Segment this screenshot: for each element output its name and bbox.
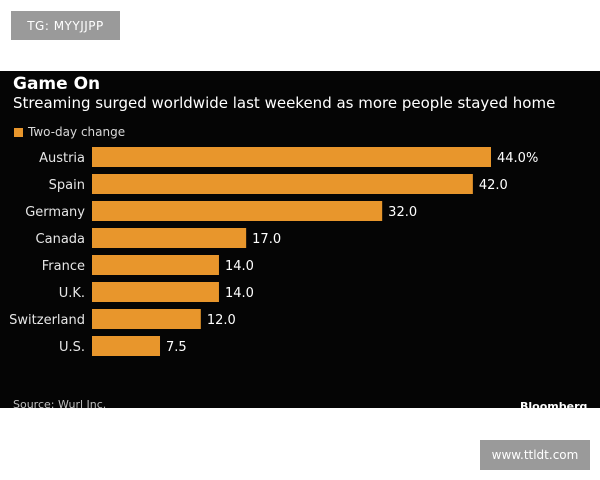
watermark-bottom: www.ttldt.com [480, 440, 590, 470]
category-label-u-k: U.K. [59, 286, 85, 301]
value-label-germany: 32.0 [388, 205, 417, 220]
value-label-u-s: 7.5 [166, 340, 187, 355]
source-note: Source: Wurl Inc. [13, 398, 107, 408]
watermark-top: TG: MYYJJPP [11, 11, 120, 40]
bar-u-s [92, 336, 161, 356]
category-label-u-s: U.S. [59, 340, 85, 355]
legend: Two-day change [14, 125, 125, 139]
legend-label: Two-day change [28, 125, 126, 139]
category-label-switzerland: Switzerland [9, 313, 85, 328]
value-label-canada: 17.0 [252, 232, 281, 247]
chart-panel: Game On Streaming surged worldwide last … [0, 71, 600, 408]
bar-chart: Austria 44.0% Spain 42.0 Germany 32.0 Canada 17… [9, 147, 538, 356]
brand-logo: Bloomberg [520, 400, 588, 408]
bar-austria [92, 147, 491, 167]
bar-germany [92, 201, 383, 221]
category-label-austria: Austria [39, 151, 85, 166]
legend-swatch [14, 127, 23, 137]
bar-u-k [92, 282, 219, 302]
bar-canada [92, 228, 247, 248]
value-label-spain: 42.0 [479, 178, 508, 193]
value-label-austria: 44.0% [497, 151, 538, 166]
value-label-u-k: 14.0 [225, 286, 254, 301]
bar-switzerland [92, 309, 201, 329]
category-label-canada: Canada [36, 232, 85, 247]
chart-subtitle: Streaming surged worldwide last weekend … [13, 94, 556, 112]
value-label-france: 14.0 [225, 259, 254, 274]
value-label-switzerland: 12.0 [207, 313, 236, 328]
category-label-spain: Spain [49, 178, 85, 193]
category-label-germany: Germany [25, 205, 85, 220]
chart-title: Game On [13, 74, 101, 94]
category-label-france: France [42, 259, 85, 274]
bar-spain [92, 174, 473, 194]
bar-france [92, 255, 219, 275]
